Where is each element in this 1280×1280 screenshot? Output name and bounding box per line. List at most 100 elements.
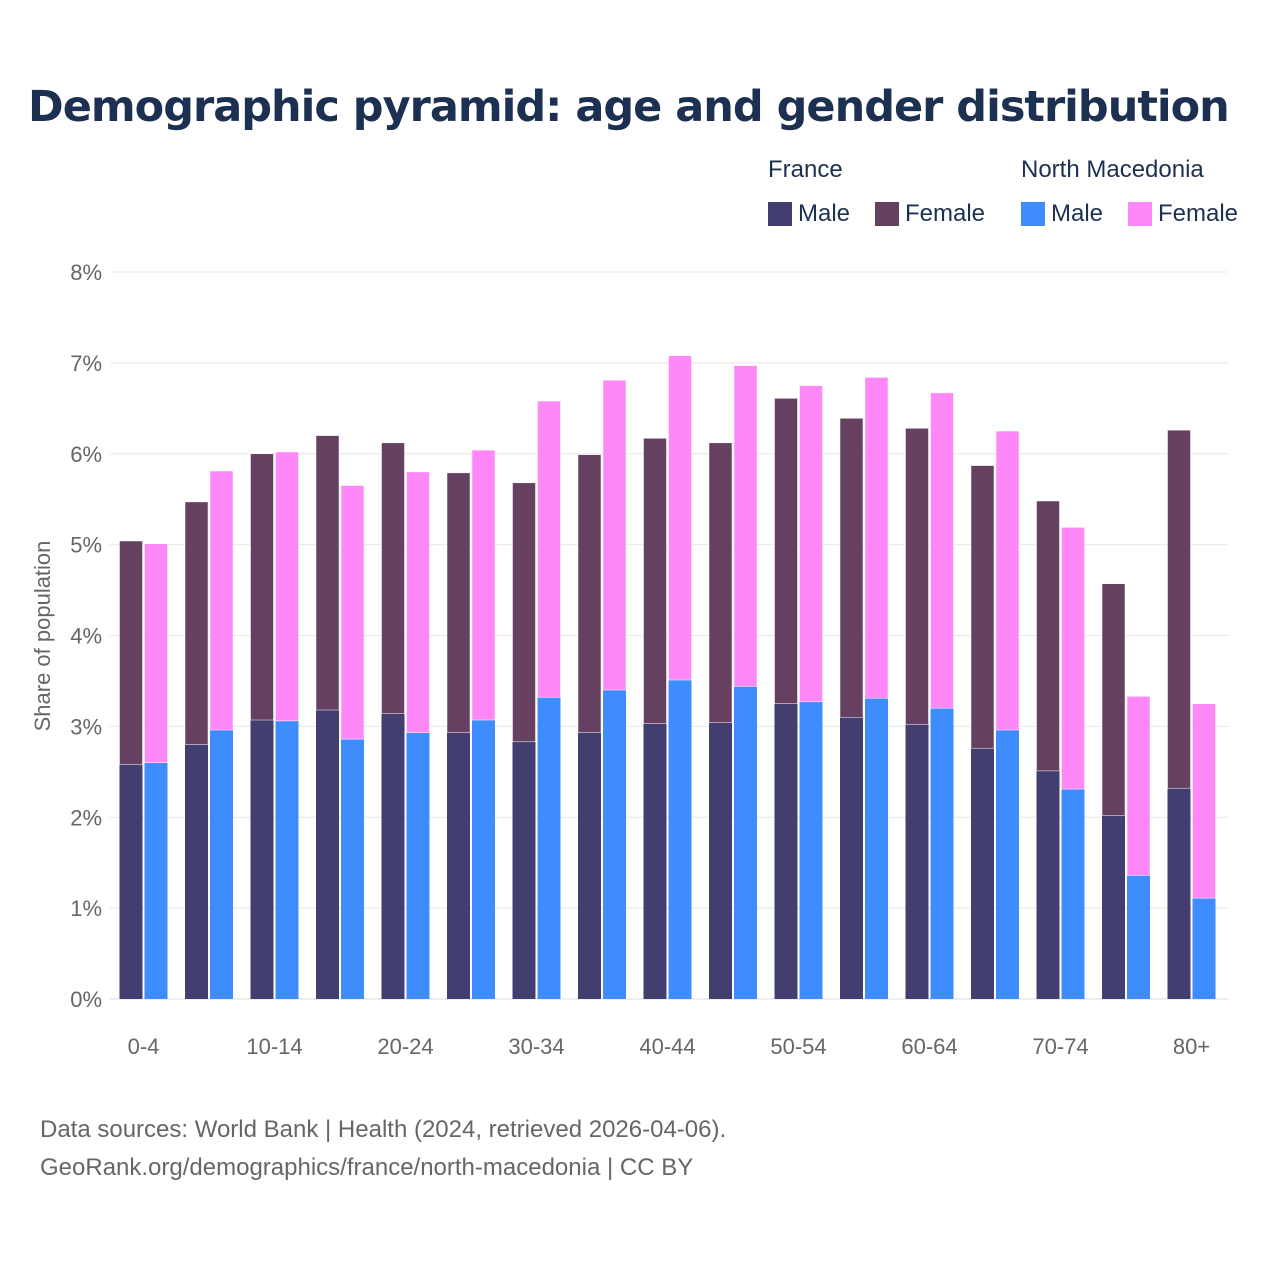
x-tick-label: 80+: [1173, 1034, 1210, 1059]
bar-france-female: [774, 398, 798, 704]
bar-north-macedonia-male: [144, 762, 168, 999]
bar-france-female: [446, 472, 471, 733]
bar-north-macedonia-male: [799, 701, 823, 999]
bar-france-male: [774, 703, 798, 999]
bar-north-macedonia-female: [275, 451, 299, 722]
x-tick-label: 0-4: [128, 1034, 160, 1059]
bar-france-female: [512, 482, 536, 743]
bar-north-macedonia-male: [1061, 789, 1085, 999]
y-axis-label: Share of population: [30, 541, 55, 732]
legend-group-north-macedonia: North Macedonia: [1021, 156, 1204, 183]
y-tick-label: 6%: [70, 442, 102, 467]
legend-france-female[interactable]: Female: [875, 200, 985, 228]
y-tick-label: 8%: [70, 260, 102, 285]
legend-label: Male: [798, 200, 851, 227]
bar-north-macedonia-female: [668, 355, 692, 681]
legend-group-france: France: [768, 156, 843, 183]
bar-france-male: [119, 764, 143, 999]
bar-france-female: [315, 435, 340, 711]
x-tick-label: 30-34: [508, 1034, 564, 1059]
y-tick-label: 2%: [70, 805, 102, 830]
legend-label: Female: [1158, 200, 1239, 227]
bar-france-male: [1102, 815, 1125, 999]
bar-france-male: [971, 748, 994, 999]
y-tick-label: 0%: [70, 987, 102, 1012]
bar-north-macedonia-male: [537, 697, 561, 999]
legend-france-male[interactable]: Male: [768, 200, 850, 228]
bar-north-macedonia-female: [995, 430, 1020, 731]
source-line-2[interactable]: GeoRank.org/demographics/france/north-ma…: [40, 1154, 694, 1181]
legend-label: Female: [905, 200, 986, 227]
bar-france-male: [316, 710, 339, 999]
bar-north-macedonia-female: [406, 471, 430, 733]
x-tick-label: 60-64: [901, 1034, 957, 1059]
bar-france-female: [381, 442, 405, 714]
bar-north-macedonia-female: [209, 470, 234, 731]
x-tick-label: 20-24: [377, 1034, 433, 1059]
bar-north-macedonia-female: [930, 392, 954, 709]
legend-nm-male[interactable]: Male: [1021, 200, 1103, 228]
bar-north-macedonia-male: [668, 680, 692, 999]
bar-france-male: [381, 713, 405, 999]
bar-france-female: [250, 453, 274, 721]
bar-north-macedonia-male: [996, 730, 1019, 999]
bar-north-macedonia-male: [1127, 875, 1150, 999]
bar-france-male: [447, 732, 470, 999]
bar-france-female: [1167, 429, 1191, 789]
y-tick-label: 7%: [70, 351, 102, 376]
bar-france-male: [840, 717, 863, 999]
bar-france-male: [905, 724, 929, 999]
bar-north-macedonia-male: [406, 732, 430, 999]
y-tick-label: 4%: [70, 624, 102, 649]
bar-north-macedonia-male: [341, 739, 364, 999]
bar-france-male: [512, 741, 536, 999]
bar-north-macedonia-female: [471, 449, 496, 721]
source-line-1: Data sources: World Bank | Health (2024,…: [40, 1116, 727, 1143]
bar-france-male: [1167, 788, 1191, 999]
bar-north-macedonia-male: [930, 708, 954, 999]
legend-nm-female[interactable]: Female: [1128, 200, 1238, 228]
bar-north-macedonia-female: [733, 365, 758, 687]
bar-france-male: [578, 732, 601, 999]
legend-swatch: [1128, 202, 1152, 226]
bar-france-male: [250, 720, 274, 999]
bar-north-macedonia-female: [864, 377, 889, 699]
bar-france-female: [1036, 500, 1060, 772]
chart-title: Demographic pyramid: age and gender dist…: [28, 82, 1230, 132]
y-tick-label: 1%: [70, 896, 102, 921]
bar-france-female: [119, 540, 143, 765]
y-tick-label: 5%: [70, 533, 102, 558]
bar-france-female: [970, 465, 995, 749]
bar-north-macedonia-male: [275, 720, 299, 999]
y-tick-label: 3%: [70, 714, 102, 739]
bar-france-female: [643, 438, 667, 724]
bar-france-female: [839, 418, 864, 718]
bar-north-macedonia-male: [1192, 898, 1216, 999]
bar-north-macedonia-female: [799, 385, 823, 703]
bar-north-macedonia-male: [865, 698, 888, 999]
legend-label: Male: [1051, 200, 1104, 227]
bar-france-male: [1036, 770, 1060, 999]
legend-swatch: [1021, 202, 1045, 226]
x-tick-label: 10-14: [246, 1034, 302, 1059]
bar-north-macedonia-female: [144, 543, 168, 763]
bar-france-female: [1101, 583, 1126, 816]
bar-north-macedonia-female: [1192, 703, 1216, 899]
bar-north-macedonia-female: [537, 400, 561, 698]
bar-france-female: [905, 428, 929, 725]
bar-north-macedonia-male: [210, 730, 233, 999]
bar-north-macedonia-female: [602, 379, 627, 691]
bar-north-macedonia-male: [734, 686, 757, 999]
legend-swatch: [875, 202, 899, 226]
bar-france-male: [643, 723, 667, 999]
bar-france-female: [577, 454, 602, 733]
bar-france-female: [708, 442, 733, 723]
bar-north-macedonia-female: [1126, 696, 1151, 876]
x-tick-label: 50-54: [770, 1034, 826, 1059]
bar-north-macedonia-female: [340, 485, 365, 740]
legend-swatch: [768, 202, 792, 226]
bar-north-macedonia-female: [1061, 527, 1085, 790]
bar-north-macedonia-male: [472, 720, 495, 999]
